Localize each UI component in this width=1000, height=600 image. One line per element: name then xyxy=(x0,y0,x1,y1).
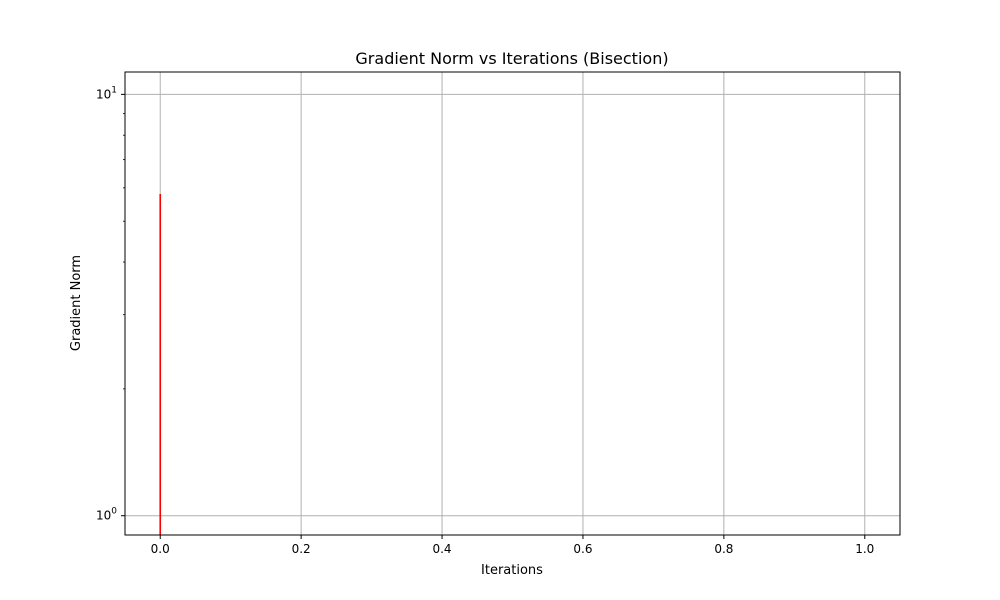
y-axis-ticks: 100 101 xyxy=(96,85,125,523)
x-axis-label: Iterations xyxy=(481,563,543,578)
chart-title: Gradient Norm vs Iterations (Bisection) xyxy=(355,49,668,68)
y-axis-label: Gradient Norm xyxy=(69,255,84,351)
x-tick-label: 0.8 xyxy=(714,542,733,556)
x-tick-label: 1.0 xyxy=(855,542,874,556)
x-tick-label: 0.2 xyxy=(292,542,311,556)
x-tick-label: 0.0 xyxy=(151,542,170,556)
grid xyxy=(125,72,900,535)
plot-frame xyxy=(124,71,901,536)
y-tick-label: 101 xyxy=(96,85,117,101)
x-axis-ticks: 0.0 0.2 0.4 0.6 0.8 1.0 xyxy=(151,535,874,556)
y-tick-label: 100 xyxy=(96,507,117,523)
x-tick-label: 0.4 xyxy=(432,542,451,556)
x-tick-label: 0.6 xyxy=(573,542,592,556)
